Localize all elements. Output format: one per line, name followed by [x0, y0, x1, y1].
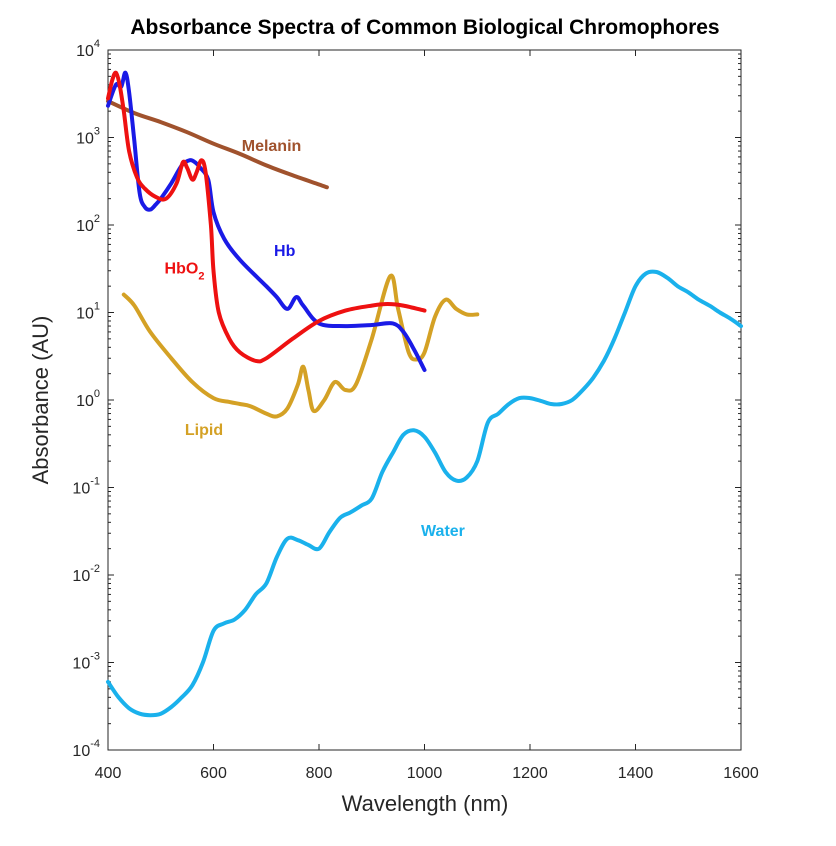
- series-line-lipid: [121, 273, 480, 419]
- y-tick-exponent: 1: [94, 301, 100, 313]
- annotation-water: Water: [421, 523, 465, 540]
- y-axis-label: Absorbance (AU): [28, 316, 53, 485]
- x-tick-label: 1600: [723, 765, 759, 782]
- y-tick-label: 10-4: [72, 738, 100, 760]
- y-tick-exponent: 4: [94, 38, 100, 50]
- y-tick-exponent: -1: [90, 476, 100, 488]
- series-line-water: [106, 269, 743, 718]
- y-tick-label: 104: [76, 38, 100, 60]
- chart-title: Absorbance Spectra of Common Biological …: [130, 16, 719, 39]
- x-tick-label: 1000: [407, 765, 443, 782]
- y-tick-base: 10: [72, 481, 90, 498]
- x-tick-label: 1400: [618, 765, 654, 782]
- y-tick-base: 10: [72, 568, 90, 585]
- x-axis: 400 600 800 1000 1200 1400 1600: [95, 50, 759, 782]
- y-tick-label: 10-1: [72, 476, 100, 498]
- y-tick-exponent: -3: [90, 651, 100, 663]
- series-line-melanin: [106, 99, 329, 190]
- y-tick-base: 10: [76, 393, 94, 410]
- annotation-lipid: Lipid: [185, 422, 223, 439]
- y-tick-exponent: -2: [90, 563, 100, 575]
- annotation-text: HbO: [165, 260, 199, 277]
- y-tick-label: 102: [76, 213, 100, 235]
- annotation-subscript: 2: [198, 270, 204, 282]
- y-tick-label: 10-3: [72, 651, 100, 673]
- annotation-hb: Hb: [274, 243, 296, 260]
- y-tick-label: 101: [76, 301, 100, 323]
- y-tick-exponent: 3: [94, 126, 100, 138]
- y-tick-base: 10: [76, 306, 94, 323]
- y-tick-base: 10: [72, 743, 90, 760]
- y-tick-base: 10: [76, 218, 94, 235]
- y-tick-base: 10: [76, 43, 94, 60]
- annotation-text: Melanin: [242, 138, 302, 155]
- series-layer: [106, 70, 743, 718]
- x-tick-label: 600: [200, 765, 227, 782]
- y-tick-base: 10: [76, 131, 94, 148]
- annotation-text: Hb: [274, 243, 296, 260]
- y-tick-exponent: 2: [94, 213, 100, 225]
- annotation-text: Lipid: [185, 422, 223, 439]
- annotation-hbo2: HbO2: [165, 260, 205, 282]
- y-tick-label: 103: [76, 126, 100, 148]
- x-tick-label: 800: [306, 765, 333, 782]
- x-axis-label: Wavelength (nm): [342, 791, 509, 816]
- x-tick-label: 1200: [512, 765, 548, 782]
- y-tick-label: 100: [76, 388, 100, 410]
- y-tick-base: 10: [72, 656, 90, 673]
- series-line-hbo2: [106, 70, 427, 364]
- y-tick-exponent: 0: [94, 388, 100, 400]
- x-tick-label: 400: [95, 765, 122, 782]
- y-tick-label: 10-2: [72, 563, 100, 585]
- annotation-text: Water: [421, 523, 465, 540]
- annotation-layer: Melanin Hb HbO2 Lipid Water: [165, 138, 465, 540]
- y-tick-exponent: -4: [90, 738, 100, 750]
- annotation-melanin: Melanin: [242, 138, 302, 155]
